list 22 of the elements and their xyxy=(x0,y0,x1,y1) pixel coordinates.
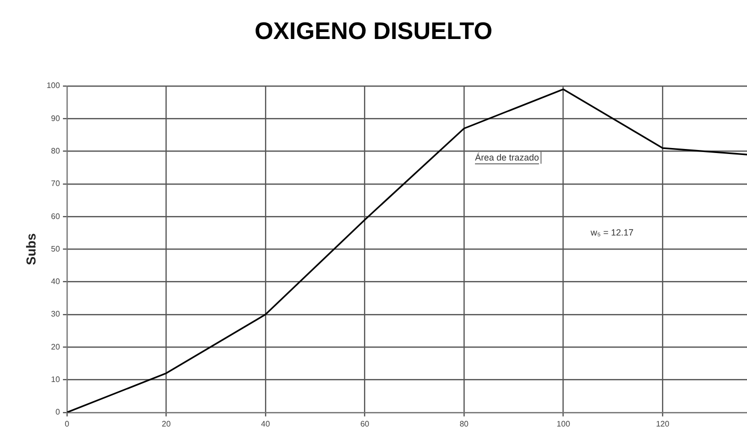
y-tick-label: 30 xyxy=(51,310,60,319)
y-tick-label: 50 xyxy=(51,244,60,254)
x-tick-label: 40 xyxy=(261,419,270,428)
y-tick-label: 100 xyxy=(46,81,60,90)
x-tick-label: 60 xyxy=(360,419,370,428)
x-tick-label: 20 xyxy=(162,419,172,428)
x-tick-label: 80 xyxy=(460,419,470,428)
x-tick-label: 100 xyxy=(556,419,571,428)
y-tick-label: 20 xyxy=(51,342,60,352)
y-tick-label: 80 xyxy=(51,146,60,156)
y-tick-label: 90 xyxy=(51,114,60,123)
y-tick-label: 60 xyxy=(51,212,60,221)
annotation: Área de trazado xyxy=(474,152,540,162)
y-tick-label: 0 xyxy=(55,408,60,417)
chart-title: OXIGENO DISUELTO xyxy=(254,18,494,46)
x-tick-label: 120 xyxy=(656,419,670,428)
x-tick-label: 0 xyxy=(64,419,70,428)
annotation: w₅ = 12.17 xyxy=(590,227,634,238)
y-tick-label: 40 xyxy=(51,277,60,286)
y-axis-title: Subs xyxy=(23,233,38,266)
y-tick-label: 70 xyxy=(51,179,60,188)
y-tick-label: 10 xyxy=(51,374,60,384)
